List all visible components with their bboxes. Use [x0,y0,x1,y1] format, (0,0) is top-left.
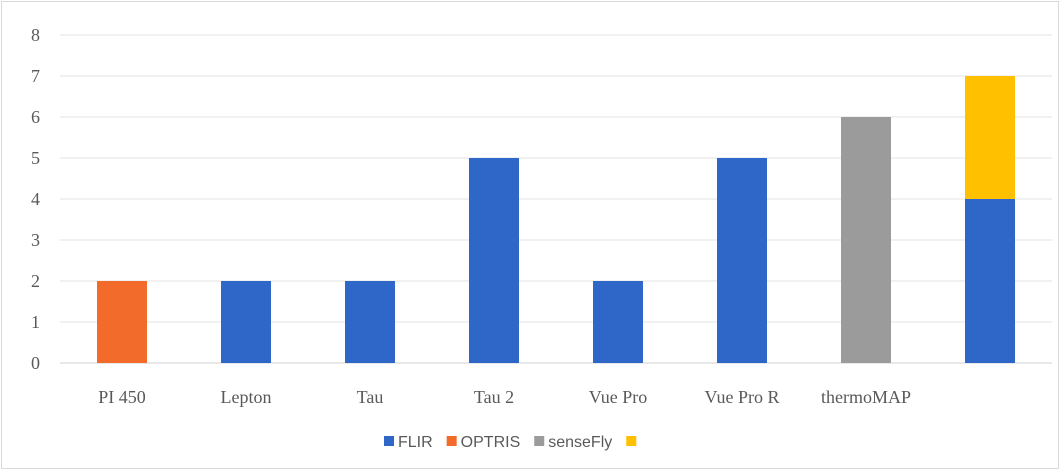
y-tick-label-5: 5 [31,148,40,168]
legend-swatch-series-3 [626,436,637,446]
y-axis-ticks: 0 1 2 3 4 5 6 7 8 [31,25,40,373]
x-category-label: Tau [357,387,384,407]
bar-OPTRIS-PI 450 [97,281,147,363]
legend-label-senseFly: senseFly [548,434,612,451]
x-axis-category-labels: PI 450 Lepton Tau Tau 2 Vue Pro Vue Pro R ther… [98,387,911,407]
x-category-label: PI 450 [98,387,146,407]
legend-swatch-FLIR [384,436,394,446]
x-category-label: Vue Pro R [705,387,780,407]
bar-series-3-category-7 [965,76,1015,199]
y-tick-label-8: 8 [31,25,40,45]
legend-swatch-senseFly [534,436,545,446]
legend-label-OPTRIS: OPTRIS [461,434,521,451]
legend-swatch-OPTRIS [446,436,457,446]
grid-lines [60,34,1052,364]
x-category-label: Tau 2 [474,387,514,407]
x-category-label: thermoMAP [821,387,911,407]
y-tick-label-0: 0 [31,353,40,373]
y-tick-label-7: 7 [31,66,40,86]
bar-FLIR-Vue Pro [593,281,643,363]
bars [97,76,1015,363]
bar-senseFly-thermoMAP [841,117,891,363]
legend-label-FLIR: FLIR [398,434,433,451]
x-category-label: Vue Pro [589,387,647,407]
bar-FLIR-Tau 2 [469,158,519,363]
bar-FLIR-Vue Pro R [717,158,767,363]
x-category-label: Lepton [221,387,272,407]
y-tick-label-4: 4 [31,189,40,209]
bar-FLIR-category-7 [965,199,1015,363]
legend: FLIR OPTRIS senseFly [384,434,637,451]
y-tick-label-1: 1 [31,312,40,332]
bar-FLIR-Tau [345,281,395,363]
y-tick-label-3: 3 [31,230,40,250]
y-tick-label-6: 6 [31,107,40,127]
y-tick-label-2: 2 [31,271,40,291]
bar-FLIR-Lepton [221,281,271,363]
